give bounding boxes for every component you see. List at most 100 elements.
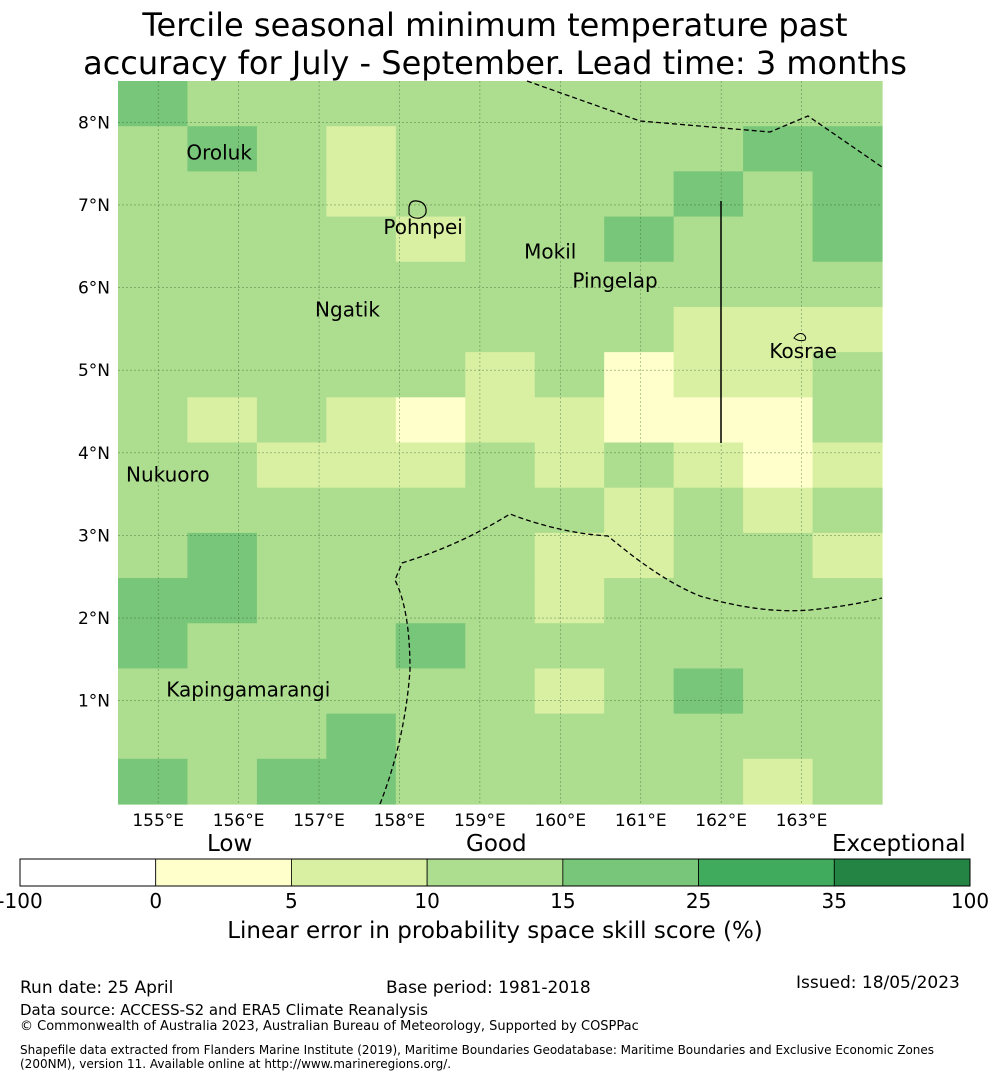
skill-cell [256, 306, 327, 353]
skill-cell [395, 487, 466, 534]
skill-cell [256, 758, 327, 805]
skill-cell [326, 261, 397, 308]
skill-cell [465, 261, 536, 308]
skill-cell [256, 352, 327, 398]
skill-cell [326, 306, 397, 353]
colorbar-tick-label: 0 [149, 889, 163, 913]
skill-cell [326, 623, 397, 670]
skill-cell [256, 532, 327, 579]
skill-cell [187, 81, 258, 127]
skill-cell [534, 532, 605, 579]
skill-cell [743, 171, 814, 218]
skill-cell [673, 216, 744, 263]
skill-cell [118, 306, 189, 353]
skill-cell [256, 442, 327, 489]
skill-cell [465, 578, 536, 624]
skill-cell [534, 487, 605, 534]
place-label: Kapingamarangi [166, 678, 330, 702]
skill-cell [187, 397, 258, 444]
place-label: Pingelap [572, 269, 657, 293]
place-label: Kosrae [769, 339, 837, 363]
skill-cell [812, 532, 883, 579]
skill-cell [534, 81, 605, 127]
skill-cell [326, 126, 397, 172]
skill-cell [673, 126, 744, 172]
skill-cell [395, 578, 466, 624]
pohnpei-island-outline [408, 200, 427, 219]
skill-cell [743, 487, 814, 534]
colorbar-segment [698, 858, 835, 887]
skill-cell [118, 623, 189, 670]
skill-cell [743, 532, 814, 579]
lon-tick-label: 158°E [374, 811, 426, 831]
skill-cell [118, 81, 189, 127]
skill-cell [743, 713, 814, 760]
place-label: Ngatik [315, 297, 380, 321]
colorbar-segment [19, 858, 157, 887]
colorbar-tick-label: 100 [950, 889, 990, 913]
skill-cell [118, 668, 189, 715]
colorbar [19, 858, 971, 887]
skill-cell [256, 397, 327, 444]
skill-cell [604, 487, 675, 534]
skill-cell [673, 171, 744, 218]
colorbar-label-exceptional: Exceptional [832, 831, 966, 857]
skill-cell [812, 623, 883, 670]
skill-cell [812, 758, 883, 805]
skill-cell [465, 171, 536, 218]
skill-cell [326, 713, 397, 760]
skill-cell [743, 81, 814, 127]
skill-cell [187, 306, 258, 353]
skill-cell [812, 578, 883, 624]
base-period: Base period: 1981-2018 [386, 978, 591, 998]
skill-cell [395, 532, 466, 579]
skill-cell [673, 623, 744, 670]
skill-cell [395, 352, 466, 398]
skill-cell [256, 668, 327, 715]
colorbar-label-good: Good [466, 831, 527, 857]
skill-cell [604, 352, 675, 398]
skill-cell [326, 668, 397, 715]
skill-cell [256, 623, 327, 670]
skill-cell [395, 126, 466, 172]
lat-tick-label: 7°N [78, 196, 110, 216]
skill-cell [604, 623, 675, 670]
skill-cell [534, 352, 605, 398]
lat-tick-label: 5°N [78, 361, 110, 381]
skill-cell [395, 397, 466, 444]
skill-grid [118, 81, 883, 805]
skill-cell [673, 668, 744, 715]
lon-tick-label: 159°E [454, 811, 506, 831]
skill-cell [673, 578, 744, 624]
skill-cell [187, 442, 258, 489]
lon-tick-label: 157°E [293, 811, 345, 831]
colorbar-tick-label: 15 [550, 889, 576, 913]
skill-cell [187, 261, 258, 308]
skill-cell [673, 352, 744, 398]
skill-cell [743, 261, 814, 308]
skill-cell [604, 216, 675, 263]
colorbar-segment [833, 858, 971, 887]
skill-cell [812, 713, 883, 760]
skill-cell [534, 758, 605, 805]
colorbar-outline [19, 858, 971, 887]
skill-cell [534, 216, 605, 263]
skill-cell [326, 532, 397, 579]
skill-cell [465, 442, 536, 489]
lat-tick-label: 1°N [78, 692, 110, 712]
skill-cell [256, 171, 327, 218]
skill-cell [604, 261, 675, 308]
skill-cell [604, 306, 675, 353]
skill-cell [465, 487, 536, 534]
skill-cell [743, 578, 814, 624]
skill-cell [812, 487, 883, 534]
skill-cell [465, 352, 536, 398]
skill-cell [326, 397, 397, 444]
skill-cell [118, 261, 189, 308]
skill-cell [326, 758, 397, 805]
colorbar-tick-label: 25 [685, 889, 712, 913]
skill-cell [465, 216, 536, 263]
place-label: Oroluk [186, 140, 252, 164]
skill-cell [673, 81, 744, 127]
